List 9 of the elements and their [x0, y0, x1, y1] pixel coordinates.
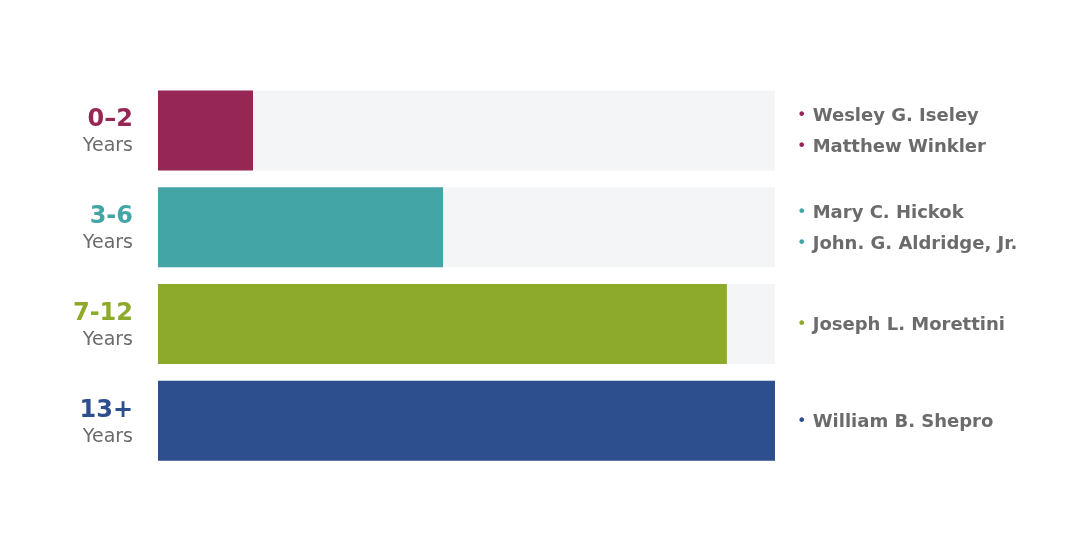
- y-tick-label: 7-12 Years: [72, 297, 133, 349]
- text: • Wesley G. Iseley • Matthew Winkler: [797, 104, 987, 157]
- text: • Mary C. Hickok • John. G. Aldridge, Jr.: [797, 201, 1018, 254]
- y-tick-label: 0–2 Years: [81, 104, 133, 156]
- text: • Joseph L. Morettini: [797, 313, 1005, 335]
- y-tick-label: 3-6 Years: [81, 201, 133, 253]
- y-tick-label: 13+ Years: [79, 394, 133, 446]
- text: • William B. Shepro: [797, 410, 994, 432]
- bar: [158, 90, 254, 171]
